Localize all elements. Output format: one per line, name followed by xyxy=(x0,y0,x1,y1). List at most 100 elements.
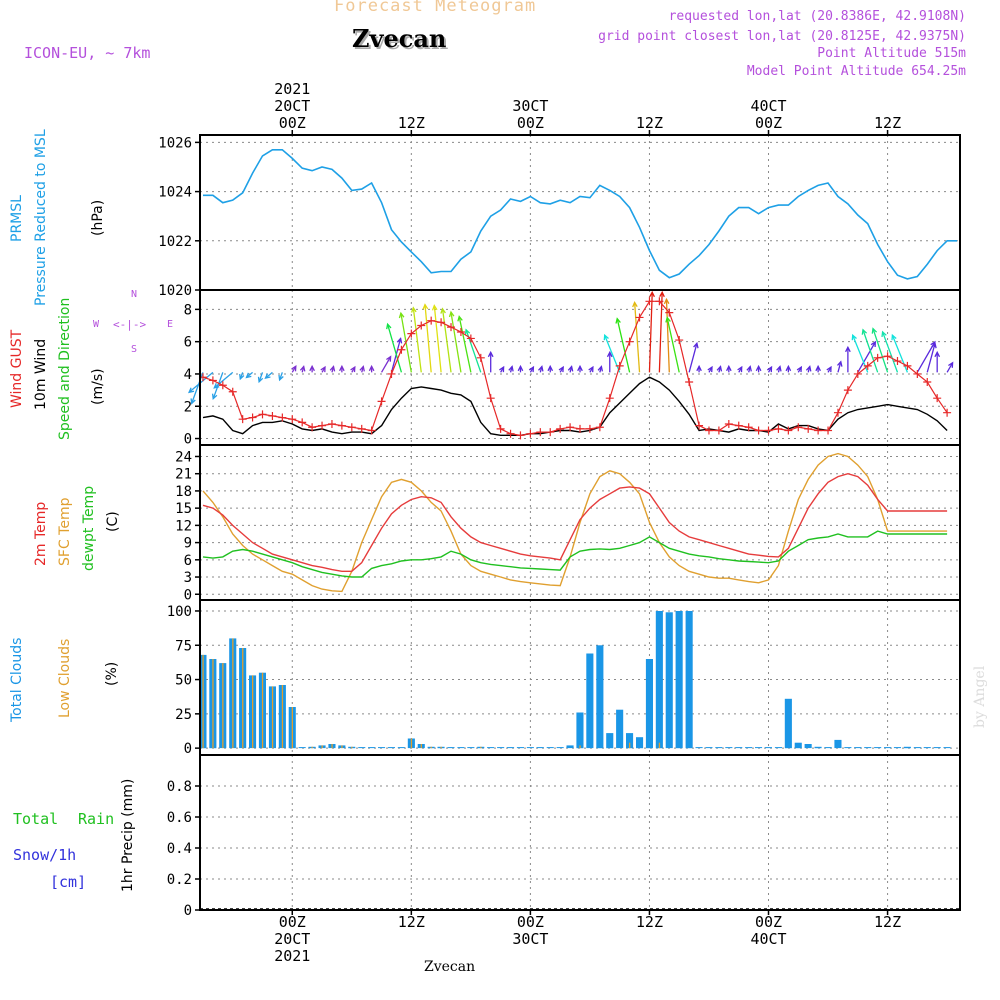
wind-arrow-head xyxy=(871,327,878,334)
wind-arrow xyxy=(666,317,680,373)
wind-arrow-head xyxy=(737,365,743,373)
wind-gust-marker xyxy=(665,308,674,317)
total-cloud-bar xyxy=(516,747,524,749)
low-cloud-bar xyxy=(271,686,274,749)
wind-gust-marker xyxy=(655,297,664,306)
total-cloud-bar xyxy=(774,747,782,749)
wind-gust-marker xyxy=(357,424,366,433)
wind-gust-marker xyxy=(764,426,773,435)
total-cloud-bar xyxy=(864,747,872,749)
wind-arrow xyxy=(381,356,392,373)
low-cloud-bar xyxy=(281,685,284,749)
bottom-time-label: 20CT xyxy=(274,930,310,948)
precip-snow-label: Snow/1h xyxy=(13,846,77,864)
wind-arrow xyxy=(604,334,621,373)
total-cloud-bar xyxy=(655,611,663,749)
total-cloud-bar xyxy=(695,747,703,749)
y-tick-label: 1026 xyxy=(158,135,192,151)
total-cloud-bar xyxy=(685,611,693,749)
wind-arrow xyxy=(665,299,670,373)
wind-arrow-head xyxy=(931,341,937,349)
wind-arrow xyxy=(441,308,452,373)
wind-gust-marker xyxy=(685,378,694,387)
wind-arrow-head xyxy=(299,365,306,372)
temp-2m-label: 2m Temp xyxy=(33,501,49,566)
y-tick-label: 12 xyxy=(175,518,192,534)
wind-gust-marker xyxy=(625,337,634,346)
wind-arrow-head xyxy=(538,365,544,372)
total-cloud-bar xyxy=(556,747,564,749)
y-tick-label: 6 xyxy=(184,335,192,351)
grid-point: grid point closest lon,lat (20.8125E, 42… xyxy=(598,29,966,44)
wind-arrow xyxy=(213,371,234,389)
wind-gust-marker xyxy=(387,369,396,378)
wind-arrow-head xyxy=(815,364,821,372)
total-cloud-bar xyxy=(397,747,405,749)
wind-arrow-head xyxy=(845,345,851,353)
wind-gust-marker xyxy=(268,411,277,420)
low-cloud-bar xyxy=(430,746,432,749)
wind-gust-marker xyxy=(417,321,426,330)
footer-location: Zvecan xyxy=(424,959,476,975)
wind-gust-marker xyxy=(347,423,356,432)
wind-arrow-head xyxy=(339,364,345,372)
total-cloud-bar xyxy=(725,747,733,749)
wind-arrow-head xyxy=(891,333,897,341)
wind-arrow-head xyxy=(796,365,803,373)
wind-gust-marker xyxy=(506,429,515,438)
low-cloud-bar xyxy=(232,638,234,749)
total-cloud-bar xyxy=(566,745,574,749)
wind-arrow-head xyxy=(440,307,446,314)
wind-arrow-head xyxy=(499,365,505,373)
low-cloud-bar xyxy=(658,742,661,749)
wind-arrow xyxy=(688,343,698,373)
wind-gust-marker xyxy=(893,357,902,366)
y-tick-label: 50 xyxy=(175,673,192,689)
wind-gust-label: Wind GUST xyxy=(9,329,25,408)
wind-arrow-head xyxy=(785,364,792,372)
wind-gust-marker xyxy=(824,426,833,435)
total-cloud-bar xyxy=(626,733,634,749)
wind-gust-marker xyxy=(853,369,862,378)
low-cloud-bar xyxy=(252,675,254,749)
wind-arrow-head xyxy=(805,365,812,372)
wind-arrow xyxy=(648,292,653,373)
total-cloud-bar xyxy=(298,747,306,749)
wind-arrow-head xyxy=(431,304,438,311)
wind-arrow-head xyxy=(577,364,583,372)
wind-arrow-head xyxy=(396,337,403,344)
wind-arrow-head xyxy=(603,333,609,341)
wind-gust-marker xyxy=(258,410,267,419)
wind-gust-marker xyxy=(318,421,327,430)
y-tick-label: 0 xyxy=(184,903,192,919)
wind-gust-marker xyxy=(913,369,922,378)
low-cloud-bar xyxy=(212,659,214,749)
total-cloud-bar xyxy=(645,659,653,749)
wind-arrow-head xyxy=(776,365,782,372)
total-cloud-bar xyxy=(854,747,862,749)
wind-arrow-head xyxy=(851,333,857,341)
low-cloud-bar xyxy=(410,738,413,749)
wind-gust-marker xyxy=(427,316,436,325)
y-tick-label: 0.6 xyxy=(167,810,192,826)
bottom-time-label: 00Z xyxy=(517,913,544,931)
total-cloud-bar xyxy=(467,747,475,749)
wind-arrow-head xyxy=(615,317,621,324)
wind-arrow-head xyxy=(558,365,564,373)
total-cloud-bar xyxy=(606,733,614,749)
total-cloud-bar xyxy=(804,744,812,749)
panel-frame xyxy=(199,134,961,291)
wind-gust-marker xyxy=(804,424,813,433)
wind-arrow-head xyxy=(410,306,417,313)
y-tick-label: 8 xyxy=(184,302,192,318)
wind-gust-marker xyxy=(476,353,485,362)
wind-gust-marker xyxy=(615,361,624,370)
total-cloud-bar xyxy=(943,747,951,749)
clouds-unit: (%) xyxy=(104,661,120,686)
top-time-label: 30CT xyxy=(512,97,548,115)
wind-arrow-head xyxy=(606,350,613,358)
wind-gust-marker xyxy=(576,424,584,433)
wind-arrow-head xyxy=(726,364,732,372)
wind-arrow-head xyxy=(659,290,665,298)
